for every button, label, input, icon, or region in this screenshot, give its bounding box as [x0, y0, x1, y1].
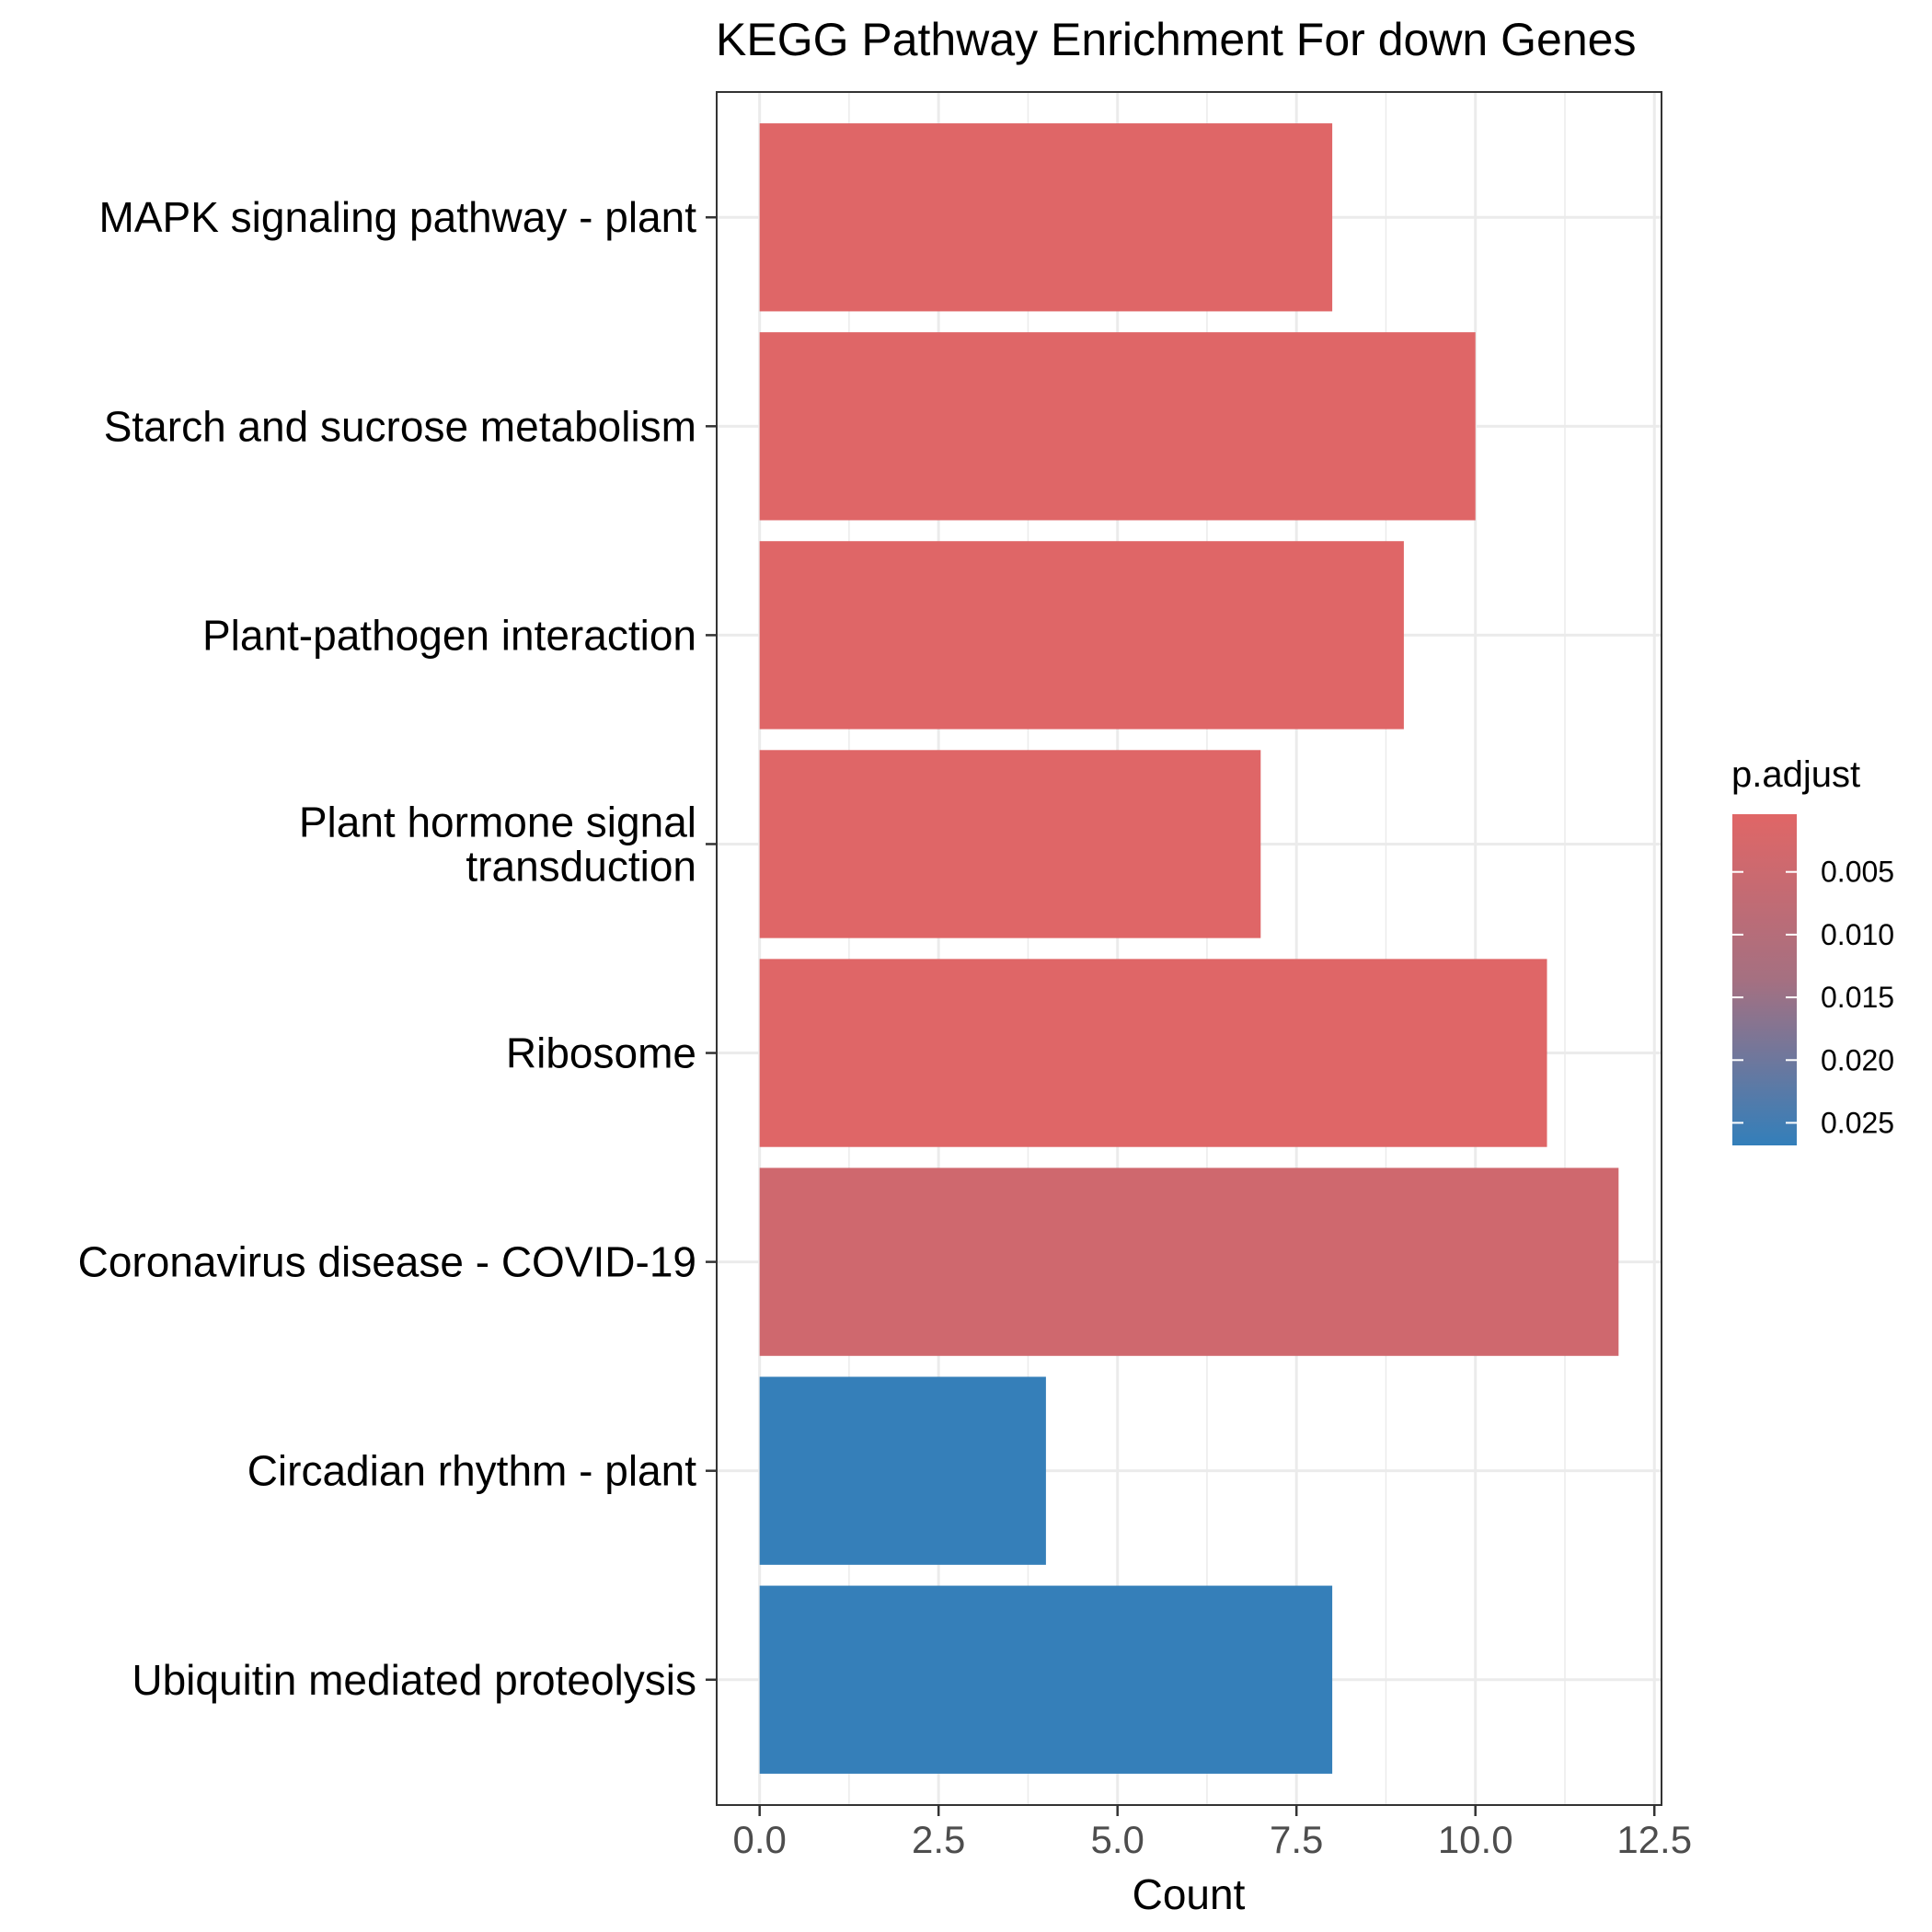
y-tick-label: Ribosome — [506, 1029, 696, 1077]
x-tick-label: 5.0 — [1091, 1818, 1144, 1861]
x-tick-label: 2.5 — [912, 1818, 965, 1861]
legend-tick-label: 0.015 — [1821, 981, 1894, 1014]
bar — [759, 1585, 1333, 1774]
legend-tick-label: 0.025 — [1821, 1106, 1894, 1139]
x-axis-label: Count — [1133, 1870, 1246, 1918]
y-tick-label: Starch and sucrose metabolism — [104, 402, 696, 450]
x-tick-label: 10.0 — [1438, 1818, 1513, 1861]
x-tick-label: 12.5 — [1616, 1818, 1692, 1861]
legend-tick-label: 0.020 — [1821, 1043, 1894, 1076]
y-tick-label: Plant hormone signal — [299, 798, 696, 845]
x-tick-label: 0.0 — [732, 1818, 786, 1861]
y-tick-label: Coronavirus disease - COVID-19 — [78, 1238, 696, 1286]
y-tick-label: transduction — [466, 842, 696, 890]
plot-panel: MAPK signaling pathway - plant Starch and… — [78, 91, 1692, 1861]
bar — [759, 332, 1476, 521]
y-tick-label: Plant-pathogen interaction — [202, 611, 696, 659]
y-tick-label: Circadian rhythm - plant — [247, 1447, 697, 1495]
bar — [759, 123, 1333, 312]
legend-title: p.adjust — [1731, 754, 1860, 795]
bar — [759, 541, 1404, 730]
bar — [759, 959, 1547, 1147]
legend-colorbar — [1732, 814, 1797, 1145]
legend: p.adjust 0.005 0.010 0.015 0.020 0.025 — [1731, 754, 1894, 1145]
bar — [759, 1376, 1046, 1565]
bar — [759, 1167, 1619, 1356]
chart-title: KEGG Pathway Enrichment For down Genes — [716, 14, 1636, 65]
legend-tick-label: 0.010 — [1821, 918, 1894, 951]
y-tick-label: MAPK signaling pathway - plant — [99, 193, 697, 241]
x-tick-label: 7.5 — [1270, 1818, 1323, 1861]
bar — [759, 750, 1261, 938]
legend-tick-label: 0.005 — [1821, 856, 1894, 889]
y-tick-label: Ubiquitin mediated proteolysis — [132, 1656, 696, 1704]
panel-border — [716, 91, 1662, 1806]
